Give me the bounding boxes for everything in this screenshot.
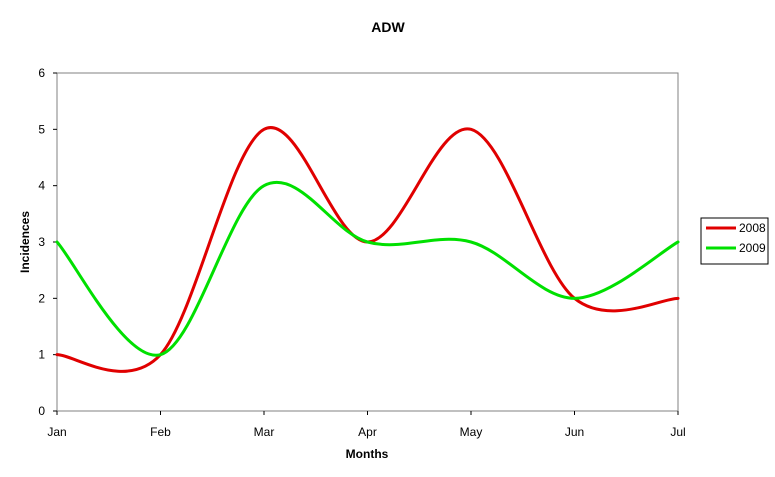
y-axis-label: Incidences: [18, 211, 32, 273]
x-tick-label: Mar: [254, 425, 275, 439]
x-tick-label: Jan: [47, 425, 66, 439]
x-tick-label: Feb: [150, 425, 171, 439]
y-tick-label: 0: [38, 404, 45, 418]
y-tick-label: 4: [38, 179, 45, 193]
y-axis: 0 1 2 3 4 5 6: [38, 66, 57, 418]
x-axis-label: Months: [346, 447, 389, 461]
y-tick-label: 5: [38, 122, 45, 136]
chart-title: ADW: [371, 19, 405, 35]
y-tick-label: 6: [38, 66, 45, 80]
legend-box: [700, 217, 769, 265]
y-tick-label: 1: [38, 348, 45, 362]
x-tick-label: Apr: [358, 425, 377, 439]
x-tick-label: May: [460, 425, 483, 439]
legend: 2008 2009: [700, 217, 769, 265]
y-tick-label: 2: [38, 291, 45, 305]
series-group: [55, 126, 680, 373]
series-line-2009: [55, 180, 680, 357]
legend-label-2009: 2009: [739, 241, 766, 255]
legend-label-2008: 2008: [739, 221, 766, 235]
x-axis: Jan Feb Mar Apr May Jun Jul: [47, 411, 686, 439]
x-tick-label: Jul: [670, 425, 685, 439]
x-tick-label: Jun: [565, 425, 584, 439]
y-tick-label: 3: [38, 235, 45, 249]
